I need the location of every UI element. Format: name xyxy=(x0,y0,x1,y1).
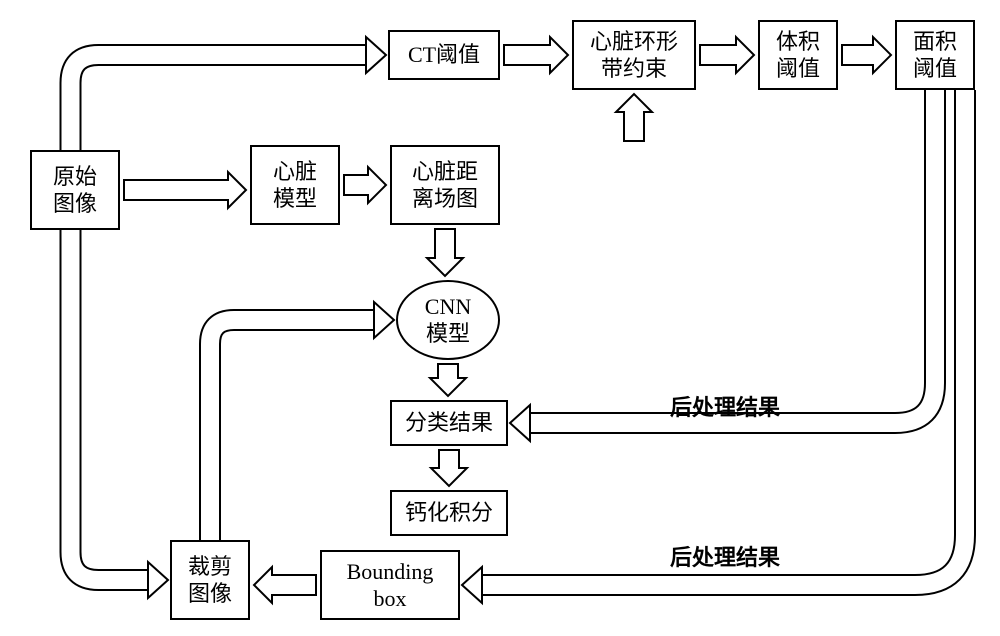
node-bbox-label: Bounding box xyxy=(347,558,434,613)
node-areaThresh: 面积 阈值 xyxy=(895,20,975,90)
node-cnn: CNN 模型 xyxy=(396,280,500,360)
node-ringConst: 心脏环形 带约束 xyxy=(572,20,696,90)
node-ringConst-label: 心脏环形 带约束 xyxy=(590,28,678,83)
arrow-classRes-to-calcScore xyxy=(431,450,467,486)
curve-area-class-inner xyxy=(530,90,935,423)
node-crop: 裁剪 图像 xyxy=(170,540,250,620)
arrow-distField-to-ringConst xyxy=(616,94,652,141)
flowchart-connectors xyxy=(0,0,1000,636)
arrow-ctThresh-to-ringConst xyxy=(504,37,568,73)
curve-area-bbox-inner xyxy=(482,90,965,585)
curve-area-bbox-outer xyxy=(482,90,965,585)
node-crop-label: 裁剪 图像 xyxy=(188,553,232,608)
elbow-crop-cnn-inner xyxy=(210,320,374,540)
node-bbox: Bounding box xyxy=(320,550,460,620)
elbow-crop-cnn-head xyxy=(374,302,394,338)
elbow-orig-crop-inner xyxy=(71,230,149,580)
elbow-orig-crop-outer xyxy=(71,230,149,580)
node-ctThresh-label: CT阈值 xyxy=(408,41,480,69)
node-calcScore-label: 钙化积分 xyxy=(405,499,493,527)
node-classRes: 分类结果 xyxy=(390,400,508,446)
node-ctThresh: CT阈值 xyxy=(388,30,500,80)
node-areaThresh-label: 面积 阈值 xyxy=(913,28,957,83)
node-volThresh: 体积 阈值 xyxy=(758,20,838,90)
arrow-ringConst-to-volThresh xyxy=(700,37,754,73)
node-calcScore: 钙化积分 xyxy=(390,490,508,536)
label-post2: 后处理结果 xyxy=(670,540,780,572)
node-distField: 心脏距 离场图 xyxy=(390,145,500,225)
elbow-crop-cnn-outer xyxy=(210,320,374,540)
node-heartModel-label: 心脏 模型 xyxy=(273,158,317,213)
curve-area-class-outer xyxy=(530,90,935,423)
arrow-bbox-to-crop xyxy=(254,567,316,603)
node-volThresh-label: 体积 阈值 xyxy=(776,28,820,83)
arrow-orig-to-heartModel xyxy=(124,172,246,208)
node-heartModel: 心脏 模型 xyxy=(250,145,340,225)
curve-area-class-head xyxy=(510,405,530,441)
node-cnn-label: CNN 模型 xyxy=(425,293,471,348)
node-orig-label: 原始 图像 xyxy=(53,163,97,218)
arrow-distField-to-cnn xyxy=(427,229,463,276)
elbow-orig-ct-head xyxy=(366,37,386,73)
arrow-cnn-to-classRes xyxy=(430,364,466,396)
node-distField-label: 心脏距 离场图 xyxy=(412,158,478,213)
curve-area-bbox-head xyxy=(462,567,482,603)
label-post1: 后处理结果 xyxy=(670,390,780,422)
node-classRes-label: 分类结果 xyxy=(405,409,493,437)
elbow-orig-ct-inner xyxy=(71,55,367,150)
elbow-orig-ct-outer xyxy=(71,55,367,150)
arrow-heartModel-to-distField xyxy=(344,167,386,203)
node-orig: 原始 图像 xyxy=(30,150,120,230)
elbow-orig-crop-head xyxy=(148,562,168,598)
arrow-volThresh-to-areaThresh xyxy=(842,37,891,73)
